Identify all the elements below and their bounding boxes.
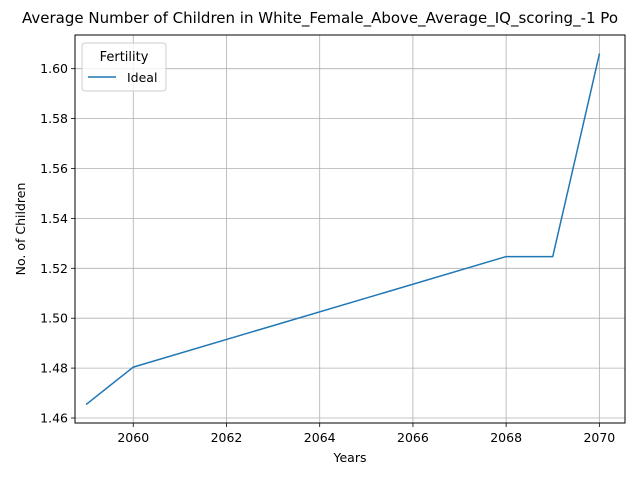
- x-tick-label: 2070: [583, 430, 615, 445]
- legend-label-ideal: Ideal: [127, 70, 157, 85]
- x-tick-label: 2068: [490, 430, 522, 445]
- x-axis-label: Years: [333, 450, 367, 465]
- chart-title: Average Number of Children in White_Fema…: [22, 9, 618, 28]
- x-tick-label: 2062: [211, 430, 243, 445]
- y-tick-label: 1.56: [40, 161, 68, 176]
- y-tick-label: 1.50: [40, 311, 68, 326]
- legend: Fertility Ideal: [82, 43, 166, 91]
- x-tick-label: 2066: [397, 430, 429, 445]
- y-axis-label: No. of Children: [13, 183, 28, 276]
- y-tick-label: 1.58: [40, 111, 68, 126]
- legend-title: Fertility: [100, 50, 149, 65]
- x-tick-label: 2060: [117, 430, 149, 445]
- x-tick-label: 2064: [304, 430, 336, 445]
- y-tick-label: 1.60: [40, 61, 68, 76]
- y-tick-label: 1.46: [40, 411, 68, 426]
- y-tick-label: 1.54: [40, 211, 68, 226]
- y-tick-label: 1.48: [40, 361, 68, 376]
- y-tick-label: 1.52: [40, 261, 68, 276]
